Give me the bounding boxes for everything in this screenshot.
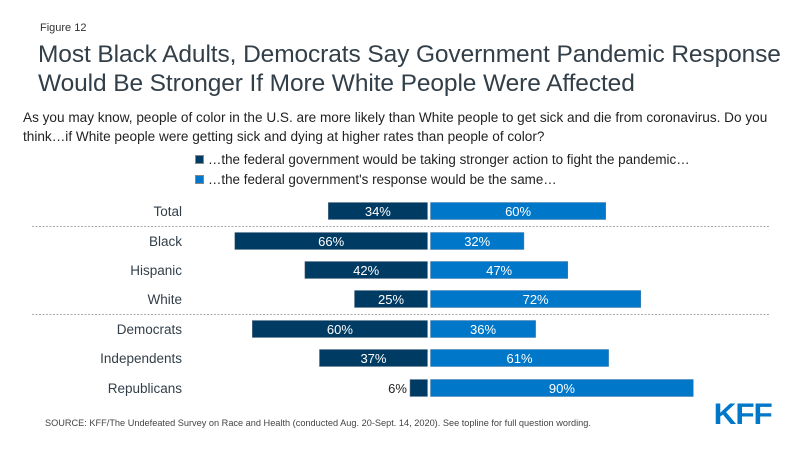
bar-stronger-total [327,202,428,220]
bar-same-republicans [430,379,694,397]
bar-same-independents [430,349,609,367]
data-label-stronger-black: 66% [318,234,344,249]
chart-title: Most Black Adults, Democrats Say Governm… [38,41,781,97]
figure-label: Figure 12 [40,22,87,34]
legend-label-stronger: …the federal government would be taking … [208,151,690,167]
kff-logo: KFF [713,398,773,431]
data-label-stronger-republicans: 6% [388,381,407,396]
bar-same-total [430,202,606,220]
data-label-stronger-hispanic: 42% [353,263,379,278]
source-note: SOURCE: KFF/The Undefeated Survey on Rac… [45,418,591,428]
data-label-same-total: 60% [505,204,531,219]
data-label-same-republicans: 90% [549,381,575,396]
category-label-democrats: Democrats [117,322,183,337]
data-label-stronger-democrats: 60% [327,322,353,337]
data-label-same-independents: 61% [507,351,533,366]
category-label-black: Black [149,234,182,249]
bar-stronger-democrats [252,320,428,338]
bar-same-hispanic [430,261,568,279]
category-label-republicans: Republicans [108,381,183,396]
legend-item-same: …the federal government's response would… [195,169,690,189]
bar-stronger-black [234,232,428,250]
bar-stronger-independents [319,349,428,367]
category-label-hispanic: Hispanic [130,263,182,278]
category-label-total: Total [153,204,182,219]
legend: …the federal government would be taking … [195,149,690,189]
data-label-same-democrats: 36% [470,322,496,337]
bar-stronger-hispanic [304,261,428,279]
bar-same-black [430,232,525,250]
bar-same-democrats [430,320,536,338]
legend-swatch-stronger [195,154,204,164]
legend-item-stronger: …the federal government would be taking … [195,149,690,169]
chart-subtitle: As you may know, people of color in the … [23,110,768,144]
legend-swatch-same [195,174,204,184]
bar-stronger-republicans [409,379,428,397]
data-label-stronger-white: 25% [378,292,404,307]
data-label-stronger-total: 34% [365,204,391,219]
legend-label-same: …the federal government's response would… [208,171,557,187]
category-label-white: White [147,292,182,307]
data-label-same-white: 72% [523,292,549,307]
data-label-stronger-independents: 37% [360,351,386,366]
category-label-independents: Independents [100,351,182,366]
bar-same-white [430,290,641,308]
data-label-same-black: 32% [464,234,490,249]
bar-stronger-white [354,290,428,308]
data-label-same-hispanic: 47% [486,263,512,278]
